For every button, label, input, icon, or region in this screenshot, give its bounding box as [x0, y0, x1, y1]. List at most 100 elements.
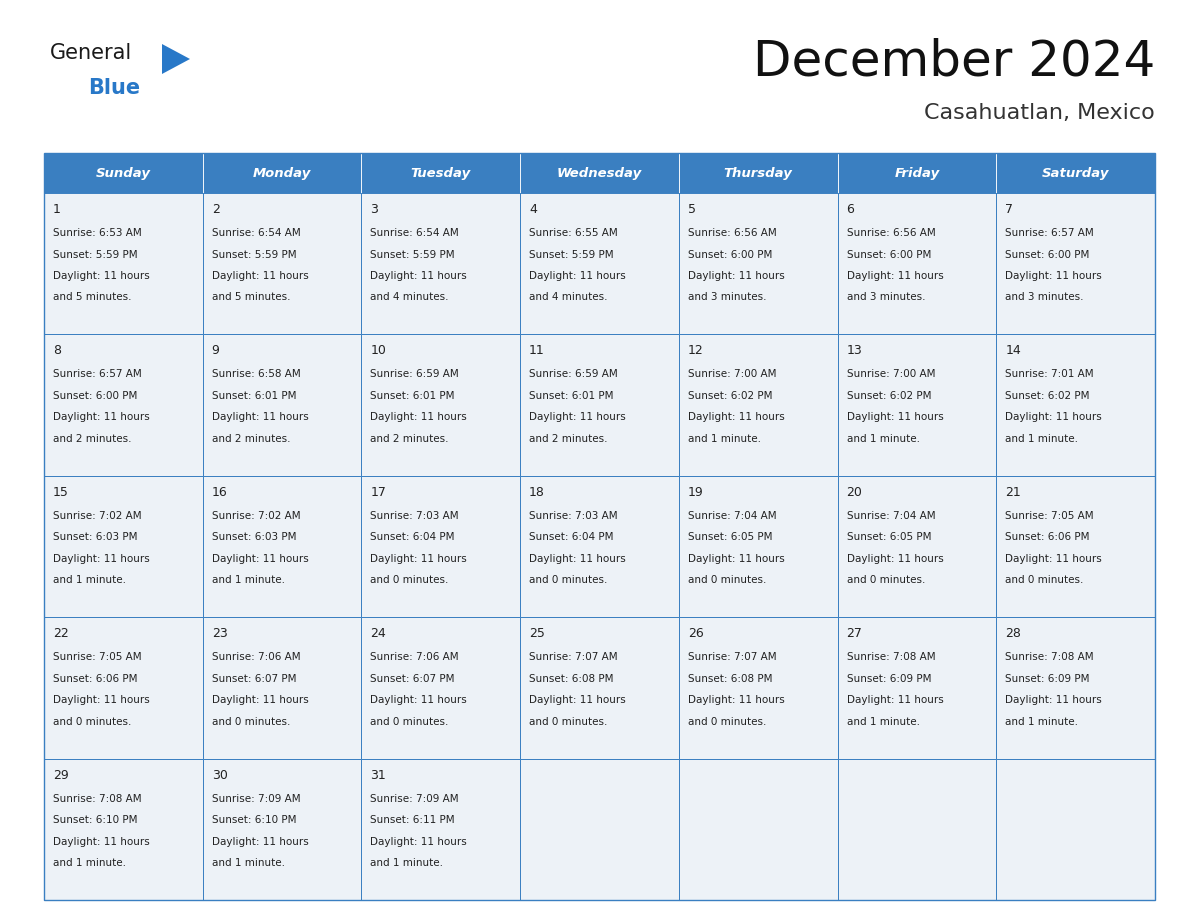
Text: Sunrise: 7:08 AM: Sunrise: 7:08 AM: [1005, 652, 1094, 662]
Text: 17: 17: [371, 486, 386, 498]
Text: and 0 minutes.: and 0 minutes.: [688, 717, 766, 727]
Bar: [203, 476, 361, 617]
Text: Sunrise: 6:54 AM: Sunrise: 6:54 AM: [371, 228, 460, 238]
Text: Sunset: 6:04 PM: Sunset: 6:04 PM: [371, 532, 455, 543]
Text: 14: 14: [1005, 344, 1020, 357]
Bar: [203, 758, 361, 900]
Text: 29: 29: [53, 768, 69, 781]
Text: Sunrise: 7:00 AM: Sunrise: 7:00 AM: [688, 369, 776, 379]
Text: Tuesday: Tuesday: [411, 166, 470, 180]
Text: Sunrise: 7:02 AM: Sunrise: 7:02 AM: [211, 510, 301, 521]
Text: Sunrise: 7:06 AM: Sunrise: 7:06 AM: [371, 652, 459, 662]
Text: Sunrise: 7:01 AM: Sunrise: 7:01 AM: [1005, 369, 1094, 379]
Text: and 1 minute.: and 1 minute.: [847, 717, 920, 727]
Text: and 3 minutes.: and 3 minutes.: [847, 293, 925, 303]
Text: Sunset: 6:11 PM: Sunset: 6:11 PM: [371, 815, 455, 825]
Text: and 1 minute.: and 1 minute.: [688, 434, 760, 444]
Bar: [678, 758, 838, 900]
Text: Daylight: 11 hours: Daylight: 11 hours: [1005, 554, 1102, 564]
Text: Wednesday: Wednesday: [557, 166, 643, 180]
Text: 28: 28: [1005, 627, 1022, 640]
Text: Sunrise: 6:58 AM: Sunrise: 6:58 AM: [211, 369, 301, 379]
Text: Sunset: 6:10 PM: Sunset: 6:10 PM: [53, 815, 138, 825]
Text: Daylight: 11 hours: Daylight: 11 hours: [688, 412, 784, 422]
Text: Sunrise: 6:55 AM: Sunrise: 6:55 AM: [529, 228, 618, 238]
Text: and 1 minute.: and 1 minute.: [211, 858, 285, 868]
Text: Sunset: 5:59 PM: Sunset: 5:59 PM: [529, 250, 614, 260]
Text: 26: 26: [688, 627, 703, 640]
Text: and 0 minutes.: and 0 minutes.: [688, 576, 766, 586]
Text: Sunset: 6:05 PM: Sunset: 6:05 PM: [847, 532, 931, 543]
Text: Sunset: 6:05 PM: Sunset: 6:05 PM: [688, 532, 772, 543]
Bar: [361, 334, 520, 476]
Text: Sunrise: 7:08 AM: Sunrise: 7:08 AM: [53, 793, 141, 803]
Text: Daylight: 11 hours: Daylight: 11 hours: [371, 412, 467, 422]
Text: Sunrise: 7:03 AM: Sunrise: 7:03 AM: [371, 510, 459, 521]
Text: Sunrise: 6:53 AM: Sunrise: 6:53 AM: [53, 228, 141, 238]
Text: General: General: [50, 43, 132, 63]
Text: Sunset: 6:01 PM: Sunset: 6:01 PM: [529, 391, 614, 401]
Text: and 0 minutes.: and 0 minutes.: [529, 717, 607, 727]
Text: 13: 13: [847, 344, 862, 357]
Bar: [203, 617, 361, 758]
Text: Daylight: 11 hours: Daylight: 11 hours: [847, 695, 943, 705]
Bar: [520, 758, 678, 900]
Bar: [44, 153, 1155, 900]
Text: Sunset: 6:02 PM: Sunset: 6:02 PM: [847, 391, 931, 401]
Text: 30: 30: [211, 768, 228, 781]
Text: Sunset: 6:02 PM: Sunset: 6:02 PM: [1005, 391, 1089, 401]
Text: and 2 minutes.: and 2 minutes.: [529, 434, 607, 444]
Text: Daylight: 11 hours: Daylight: 11 hours: [529, 271, 626, 281]
Text: 23: 23: [211, 627, 227, 640]
Text: Sunset: 6:03 PM: Sunset: 6:03 PM: [211, 532, 296, 543]
Text: Daylight: 11 hours: Daylight: 11 hours: [211, 412, 309, 422]
Bar: [678, 476, 838, 617]
Text: 18: 18: [529, 486, 545, 498]
Text: Saturday: Saturday: [1042, 166, 1110, 180]
Text: Daylight: 11 hours: Daylight: 11 hours: [529, 554, 626, 564]
Bar: [838, 758, 997, 900]
Text: Sunrise: 6:56 AM: Sunrise: 6:56 AM: [847, 228, 935, 238]
Text: 25: 25: [529, 627, 545, 640]
Text: and 0 minutes.: and 0 minutes.: [211, 717, 290, 727]
Text: 27: 27: [847, 627, 862, 640]
Bar: [678, 193, 838, 334]
Bar: [520, 334, 678, 476]
Bar: [44, 334, 203, 476]
Text: Daylight: 11 hours: Daylight: 11 hours: [847, 554, 943, 564]
Text: Sunrise: 7:03 AM: Sunrise: 7:03 AM: [529, 510, 618, 521]
Text: Sunset: 6:00 PM: Sunset: 6:00 PM: [847, 250, 931, 260]
Text: and 5 minutes.: and 5 minutes.: [211, 293, 290, 303]
Text: Sunrise: 7:00 AM: Sunrise: 7:00 AM: [847, 369, 935, 379]
Text: Sunrise: 6:57 AM: Sunrise: 6:57 AM: [1005, 228, 1094, 238]
Text: 24: 24: [371, 627, 386, 640]
Text: 15: 15: [53, 486, 69, 498]
Text: and 2 minutes.: and 2 minutes.: [53, 434, 132, 444]
Text: Thursday: Thursday: [723, 166, 792, 180]
Text: 12: 12: [688, 344, 703, 357]
Polygon shape: [162, 44, 190, 74]
Text: Sunrise: 7:08 AM: Sunrise: 7:08 AM: [847, 652, 935, 662]
Text: 22: 22: [53, 627, 69, 640]
Text: Daylight: 11 hours: Daylight: 11 hours: [529, 412, 626, 422]
Text: 7: 7: [1005, 203, 1013, 216]
Text: 21: 21: [1005, 486, 1020, 498]
Text: 1: 1: [53, 203, 61, 216]
Bar: [520, 476, 678, 617]
Text: and 1 minute.: and 1 minute.: [1005, 717, 1079, 727]
Text: Sunset: 6:09 PM: Sunset: 6:09 PM: [847, 674, 931, 684]
Text: and 4 minutes.: and 4 minutes.: [529, 293, 607, 303]
Text: 3: 3: [371, 203, 378, 216]
Text: Blue: Blue: [88, 78, 140, 98]
Text: and 2 minutes.: and 2 minutes.: [371, 434, 449, 444]
Text: 31: 31: [371, 768, 386, 781]
Text: and 1 minute.: and 1 minute.: [211, 576, 285, 586]
Text: and 0 minutes.: and 0 minutes.: [1005, 576, 1083, 586]
Text: Daylight: 11 hours: Daylight: 11 hours: [1005, 271, 1102, 281]
Text: Sunset: 6:00 PM: Sunset: 6:00 PM: [1005, 250, 1089, 260]
Text: Sunset: 6:07 PM: Sunset: 6:07 PM: [371, 674, 455, 684]
Bar: [520, 617, 678, 758]
Text: Daylight: 11 hours: Daylight: 11 hours: [688, 695, 784, 705]
Bar: [44, 758, 203, 900]
Text: and 4 minutes.: and 4 minutes.: [371, 293, 449, 303]
